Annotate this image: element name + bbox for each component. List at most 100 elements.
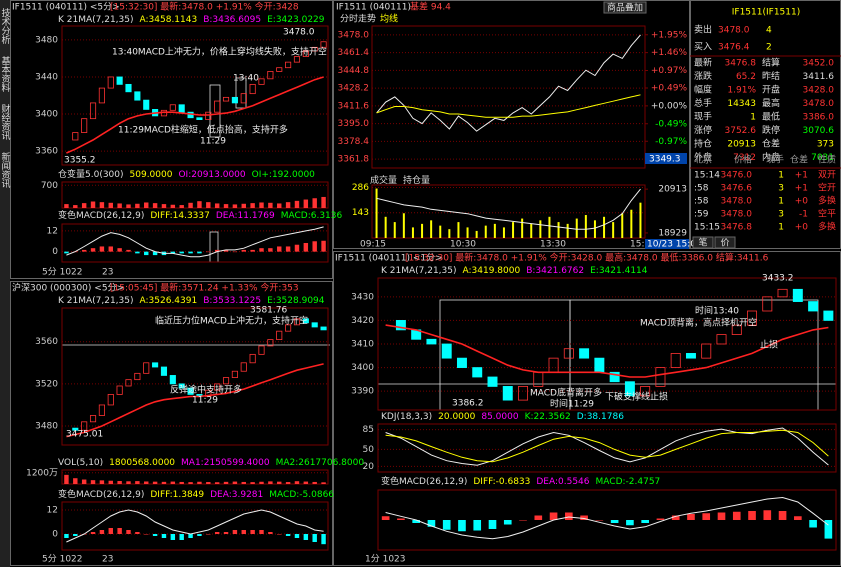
candle: [441, 343, 452, 359]
bar: [73, 205, 78, 208]
bar: [312, 534, 317, 542]
bar: [303, 534, 309, 540]
volume-bar: [639, 202, 642, 238]
bar: [259, 248, 264, 252]
y2-tick-label: +0.97%: [651, 66, 688, 76]
tick-cell: 多换: [818, 221, 836, 233]
volume-bar: [566, 223, 569, 238]
label: IF1511 (040111): [336, 3, 411, 13]
legend-item: K 21MA(7,21,35): [58, 15, 134, 25]
legend-item: DIFF:1.3849: [150, 490, 204, 500]
legend-item: MA1:2150599.4000: [181, 458, 270, 468]
bar: [610, 520, 619, 523]
legend-item: K 21MA(7,21,35): [58, 296, 134, 306]
column-header: 性质: [818, 154, 836, 166]
bar: [64, 474, 69, 484]
bar: [458, 520, 466, 532]
legend-item: DEA:11.1769: [216, 211, 275, 221]
x-tick-label: 09:15: [360, 240, 386, 250]
bar: [381, 516, 390, 520]
tab[interactable]: [714, 236, 736, 249]
bar: [671, 515, 680, 520]
date-box: [645, 239, 689, 249]
bar: [488, 520, 497, 529]
candle: [487, 376, 498, 387]
bar: [117, 248, 122, 252]
volume-bar: [384, 216, 387, 238]
candle: [302, 50, 309, 57]
y-tick-label: 3478.0: [338, 30, 370, 40]
tab: 均线: [380, 13, 398, 25]
bar: [206, 534, 211, 535]
bar: [170, 481, 176, 484]
candle: [107, 394, 114, 406]
candle: [81, 118, 88, 133]
candle: [302, 318, 309, 324]
y2-tick-label: +1.46%: [651, 48, 688, 58]
bar: [197, 251, 202, 254]
legend-item: MACD:6.3136: [281, 211, 343, 221]
panel-border: [10, 0, 333, 279]
candle: [320, 326, 327, 331]
candle: [178, 104, 185, 113]
candle: [231, 370, 238, 378]
bar: [206, 251, 211, 253]
button-label: 商品叠加: [607, 2, 643, 14]
plot-frame: [377, 423, 837, 473]
highlight-box: [235, 77, 247, 109]
price-box: [645, 153, 687, 164]
bar: [580, 515, 588, 520]
bar: [81, 203, 87, 208]
candle: [579, 348, 590, 359]
tab[interactable]: [692, 236, 714, 249]
candle: [187, 387, 194, 395]
y2-tick-label: 18929: [658, 228, 687, 238]
y-tick-label: 3420: [351, 316, 374, 326]
candle: [196, 117, 203, 120]
ma-line: [66, 76, 324, 154]
bar: [179, 534, 184, 540]
bar: [152, 203, 158, 208]
bar: [259, 202, 264, 208]
volume-bar: [457, 222, 460, 238]
bar: [250, 249, 255, 252]
legend-item: DEA:3.9281: [210, 490, 263, 500]
bar: [285, 482, 291, 484]
bar: [126, 481, 131, 484]
button[interactable]: [603, 1, 647, 14]
annotation: MACD底背离开多: [530, 387, 602, 399]
candle: [258, 78, 265, 85]
volume-bar: [421, 223, 424, 238]
y-tick-label: 3361.8: [338, 155, 370, 165]
bar: [303, 481, 309, 484]
bar: [152, 251, 158, 256]
candle: [107, 76, 114, 89]
bar: [285, 534, 291, 536]
bar: [214, 249, 220, 252]
y2-tick-label: +0.49%: [651, 84, 688, 94]
bar: [259, 530, 264, 534]
legend-item: OI:20913.0000: [178, 170, 245, 180]
candle: [285, 324, 292, 332]
label: 3411.6: [803, 72, 835, 82]
indicator-line: [385, 496, 829, 540]
bar: [241, 481, 246, 484]
legend-item: DEA:0.5546: [536, 477, 589, 487]
panel-border: [333, 0, 690, 249]
tick-cell: :58: [694, 184, 709, 194]
bar: [144, 534, 149, 535]
label: [15:32:30] 最新:3478.0 +1.91% 今开:3428.0 最高…: [405, 252, 769, 264]
legend: VOL(5,10) 1800568.0000 MA1:2150599.4000 MA2…: [58, 458, 364, 468]
volume-bar: [466, 227, 469, 238]
tick-cell: +0: [795, 223, 809, 233]
legend-item: E:3421.4114: [590, 266, 648, 276]
candle: [472, 367, 483, 378]
y-tick-label: 0: [52, 247, 58, 257]
label: 373: [817, 140, 834, 150]
volume-bar: [575, 218, 578, 238]
indicator-line: [385, 429, 829, 463]
bar: [126, 249, 131, 252]
bar: [135, 251, 140, 254]
legend-item: 1800568.0000: [109, 458, 175, 468]
